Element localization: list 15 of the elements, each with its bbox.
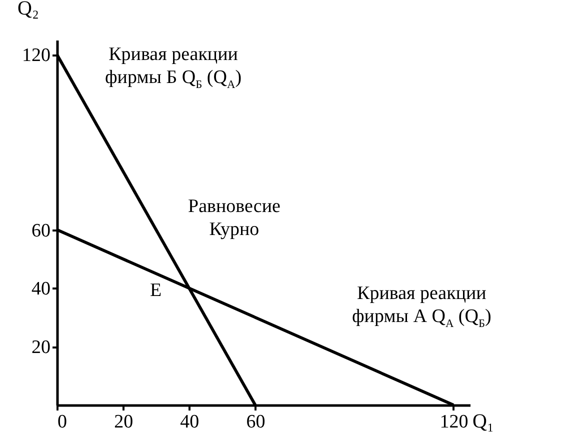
x-tick-label: 60: [246, 412, 266, 432]
x-tick-label: 40: [180, 412, 200, 432]
annotation: E: [150, 280, 162, 303]
x-tick-label: 0: [58, 412, 67, 432]
x-axis-title: Q₁: [472, 410, 494, 432]
y-tick-label: 20: [32, 337, 50, 358]
x-tick-label: 120: [440, 412, 468, 432]
annotation: Равновесие Курно: [188, 196, 280, 242]
annotation: Кривая реакции фирмы Б Q$_{Б}$ (Q$_{А}$): [105, 44, 242, 92]
y-axis-title: Q₂: [18, 0, 39, 20]
annotation: Кривая реакции фирмы А Q$_{А}$ (Q$_{Б}$): [352, 283, 492, 332]
y-tick-label: 120: [22, 45, 50, 66]
y-tick-label: 60: [32, 220, 50, 242]
y-tick-label: 40: [32, 278, 50, 300]
x-tick-label: 20: [114, 412, 134, 432]
